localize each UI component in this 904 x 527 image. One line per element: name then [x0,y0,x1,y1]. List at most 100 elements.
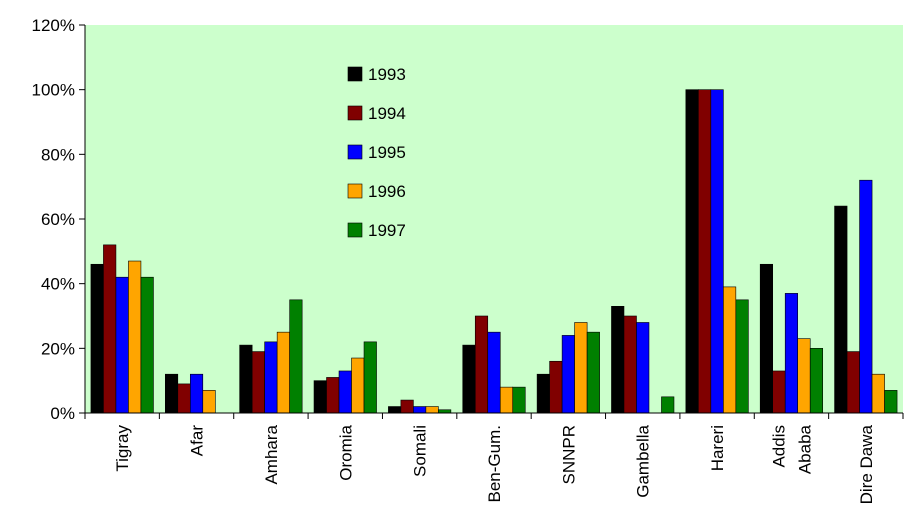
bar-1993 [388,406,402,414]
bar-1993 [462,344,476,414]
bar-1997 [661,396,675,414]
bars-group [90,89,898,414]
bar-1993 [536,373,550,414]
bar-1996 [202,390,216,414]
x-tick-label: Gambella [634,424,653,497]
bar-1993 [164,373,179,414]
bar-1996 [797,338,811,414]
bar-1995 [561,335,575,414]
y-tick-label: 120% [32,16,75,35]
legend-label: 1996 [368,182,406,201]
x-tick-label-line: Addis [769,425,788,468]
x-axis: Tigray Afar Amhara Oromia Somali Ben-Gum. SNNP… [84,412,904,504]
legend-swatch [347,144,363,160]
x-tick-label-line: Ababa [795,424,814,474]
bar-1996 [723,286,737,414]
bar-1996 [276,331,290,414]
bar-1997 [586,331,600,414]
bar-1995 [636,322,650,414]
bar-1996 [574,322,588,414]
y-axis: 0% 20% 40% 60% 80% 100% 120% [32,16,86,423]
legend-item: 1997 [347,221,406,240]
bar-1995 [115,276,129,414]
bar-1994 [549,360,563,414]
x-tick-label-line: Somali [411,425,430,477]
bar-1994 [474,315,489,414]
y-tick-label: 80% [41,145,75,164]
bar-1995 [338,370,352,414]
bar-1997 [289,299,303,414]
legend-item: 1994 [347,104,406,123]
legend-item: 1995 [347,143,406,162]
x-tick-label: Tigray [113,425,132,472]
bar-1994 [177,383,191,414]
bar-1996 [871,373,885,414]
bar-1993 [685,89,699,414]
bar-1993 [834,205,848,414]
bar-1997 [884,390,898,414]
x-tick-label: SNNPR [559,425,578,485]
bar-1994 [251,351,265,414]
bar-1997 [512,386,526,414]
legend-label: 1994 [368,104,406,123]
bar-1994 [623,315,637,414]
x-tick-label: Addis Ababa [769,424,814,474]
legend: 1993 1994 1995 1996 1997 [347,65,406,240]
bar-1996 [128,260,142,414]
legend-item: 1993 [347,65,406,84]
x-tick-label-line: Hareri [708,425,727,471]
bar-1994 [103,244,117,414]
bar-1995 [710,89,724,414]
bar-1994 [846,351,860,414]
legend-swatch [347,105,363,121]
bar-1993 [759,263,774,414]
legend-swatch [347,183,363,199]
bar-1997 [140,276,154,414]
x-tick-label-line: Tigray [113,425,132,472]
x-tick-label: Oromia [336,424,355,480]
x-tick-label: Amhara [262,424,281,484]
legend-label: 1993 [368,65,406,84]
x-tick-label-line: Amhara [262,424,281,484]
bar-1993 [90,263,104,414]
bar-1993 [611,305,625,414]
bar-1996 [499,386,514,414]
x-tick-label: Hareri [708,425,727,471]
y-tick-label: 40% [41,275,75,294]
bar-1996 [351,357,365,414]
legend-swatch [347,222,363,238]
x-tick-label-line: Oromia [336,424,355,480]
bar-1995 [784,293,799,414]
x-tick-label: Dire Dawa [857,424,876,504]
x-tick-label: Afar [188,425,207,457]
bar-1995 [859,179,873,414]
bar-1994 [698,89,712,414]
bar-1994 [400,399,414,414]
y-tick-label: 0% [50,404,75,423]
x-tick-label-line: SNNPR [559,425,578,485]
bar-1997 [809,348,824,414]
bar-1997 [735,299,749,414]
bar-1993 [313,380,327,414]
bar-1994 [326,377,340,414]
x-tick-label-line: Dire Dawa [857,424,876,504]
bar-1993 [239,344,253,414]
x-tick-label-line: Gambella [634,424,653,497]
bar-1994 [772,370,786,414]
bar-1997 [363,341,377,414]
y-tick-label: 100% [32,81,75,100]
y-tick-label: 20% [41,339,75,358]
legend-label: 1997 [368,221,406,240]
x-tick-label: Somali [411,425,430,477]
legend-swatch [347,66,363,82]
bar-1995 [189,373,204,414]
bar-1995 [264,341,278,414]
legend-label: 1995 [368,143,406,162]
x-tick-label: Ben-Gum. [485,425,504,502]
bar-1996 [425,406,439,414]
bar-1995 [413,406,427,414]
legend-item: 1996 [347,182,406,201]
bar-1995 [487,331,501,414]
x-tick-label-line: Afar [188,425,207,457]
